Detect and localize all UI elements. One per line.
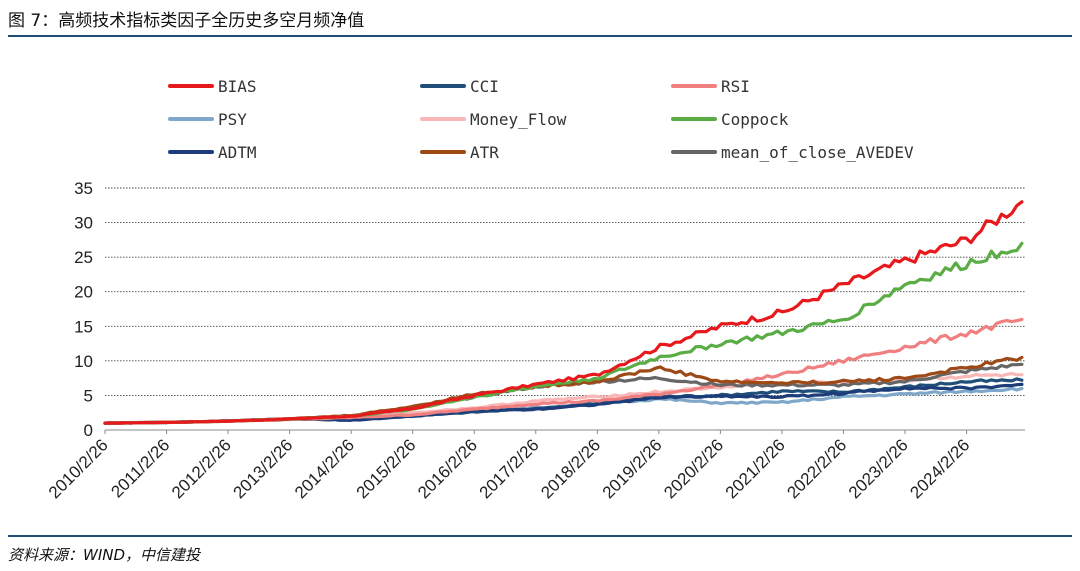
top-rule: [8, 35, 1072, 37]
x-tick-label: 2022/2/26: [783, 435, 850, 502]
legend-label: BIAS: [218, 77, 257, 96]
y-tick-label: 25: [74, 248, 93, 267]
legend: BIAS CCI RSI PSY Money_Flow Coppock ADTM ATR mea…: [168, 77, 914, 162]
x-axis: 2010/2/262011/2/262012/2/262013/2/262014…: [45, 430, 973, 502]
y-tick-label: 10: [74, 352, 93, 371]
x-tick-label: 2014/2/26: [291, 435, 358, 502]
series-line-bias: [103, 200, 1024, 425]
y-tick-label: 20: [74, 283, 93, 302]
x-tick-label: 2018/2/26: [537, 435, 604, 502]
x-tick-label: 2020/2/26: [660, 435, 727, 502]
legend-label: Money_Flow: [470, 110, 567, 129]
legend-label: PSY: [218, 110, 247, 129]
y-tick-label: 30: [74, 214, 93, 233]
y-tick-label: 5: [84, 386, 93, 405]
x-tick-label: 2010/2/26: [45, 435, 112, 502]
line-chart: BIAS CCI RSI PSY Money_Flow Coppock ADTM ATR mea…: [45, 77, 1025, 502]
y-tick-label: 0: [84, 421, 93, 440]
x-tick-label: 2012/2/26: [168, 435, 235, 502]
x-tick-label: 2013/2/26: [230, 435, 297, 502]
legend-label: RSI: [721, 77, 750, 96]
x-tick-label: 2016/2/26: [414, 435, 481, 502]
x-tick-label: 2024/2/26: [906, 435, 973, 502]
x-tick-label: 2021/2/26: [722, 435, 789, 502]
x-tick-label: 2015/2/26: [353, 435, 420, 502]
legend-label: ATR: [470, 143, 499, 162]
source-note: 资料来源：WIND，中信建投: [8, 546, 201, 564]
legend-label: mean_of_close_AVEDEV: [721, 143, 914, 162]
legend-label: CCI: [470, 77, 499, 96]
y-tick-label: 35: [74, 179, 93, 198]
x-tick-label: 2023/2/26: [845, 435, 912, 502]
x-tick-label: 2017/2/26: [476, 435, 543, 502]
x-tick-label: 2019/2/26: [599, 435, 666, 502]
bottom-rule: [8, 535, 1072, 537]
figure-title: 图 7：高频技术指标类因子全历史多空月频净值: [8, 11, 365, 31]
series-lines: [103, 200, 1024, 425]
legend-label: Coppock: [721, 110, 789, 129]
gridlines: [105, 187, 1025, 431]
x-tick-label: 2011/2/26: [107, 435, 173, 501]
series-line-mean-of-close-avedev: [103, 362, 1024, 425]
y-axis: 0 5 10 15 20 25 30 35: [74, 179, 93, 440]
legend-label: ADTM: [218, 143, 257, 162]
y-tick-label: 15: [74, 317, 93, 336]
